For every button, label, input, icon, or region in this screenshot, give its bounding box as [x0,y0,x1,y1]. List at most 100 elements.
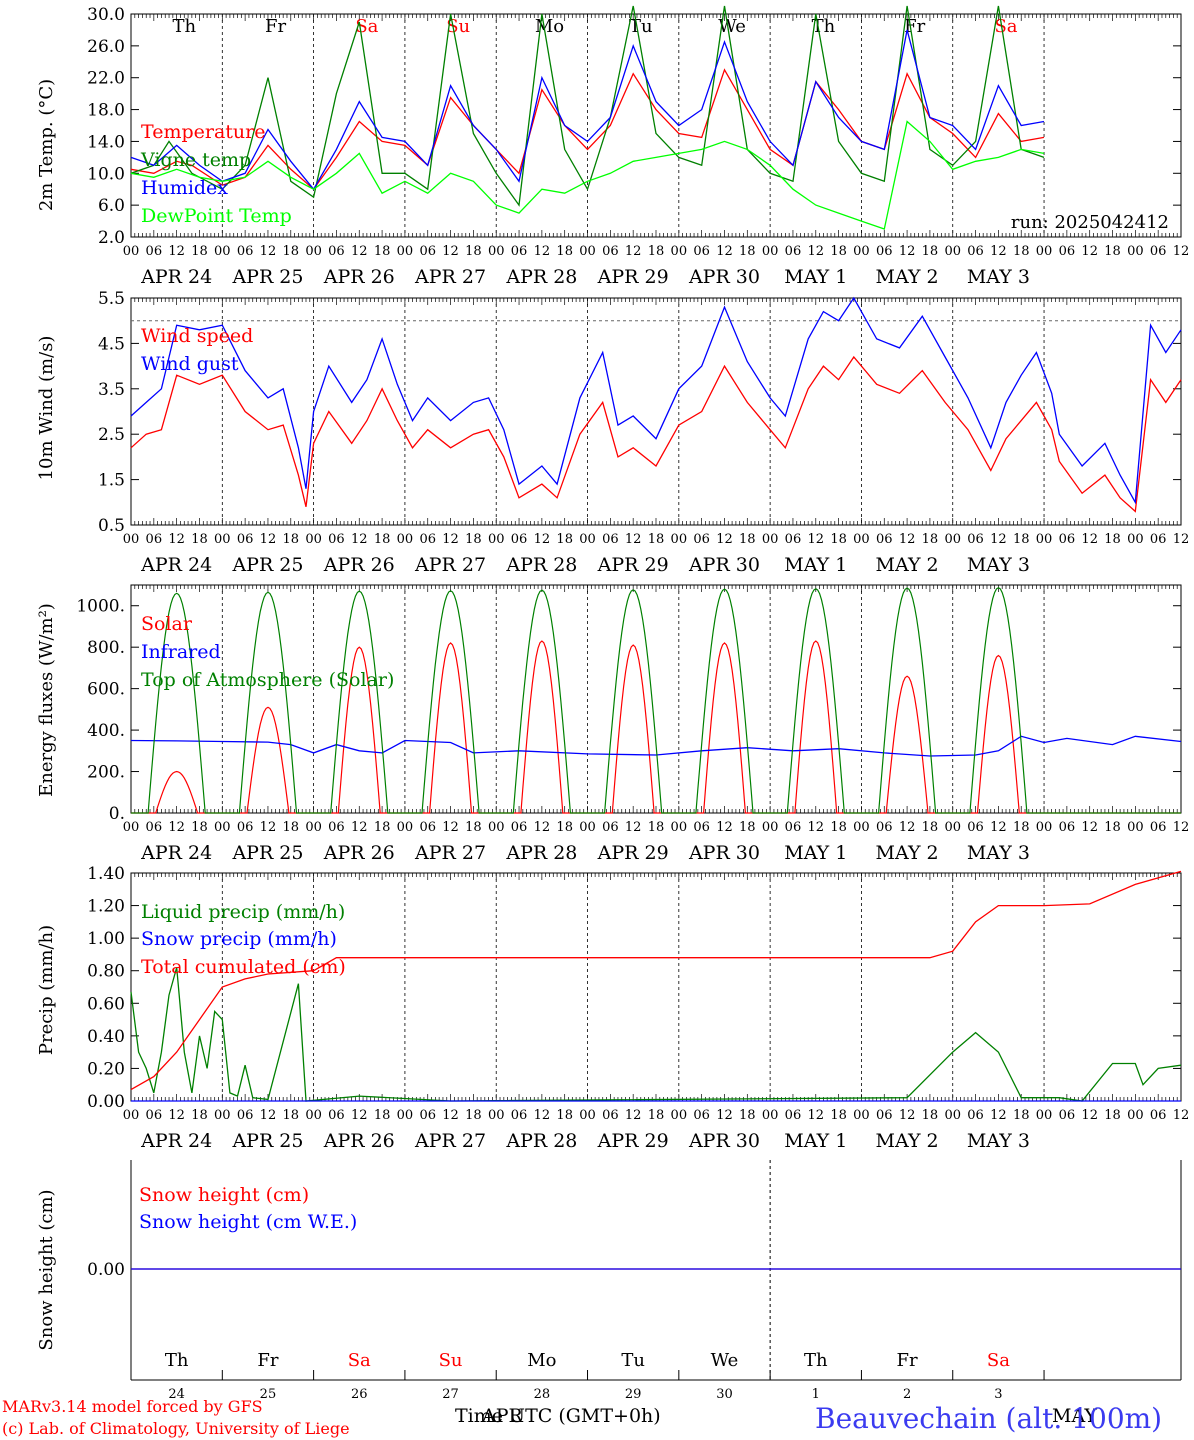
x-hour-label: 06 [1150,820,1167,835]
y-tick-label: 30.0 [87,5,125,25]
legend-label: Vigne temp [140,149,251,171]
weekday-label: Sa [348,1350,371,1371]
x-hour-label: 12 [990,820,1007,835]
x-hour-label: 12 [260,532,277,547]
x-hour-label: 00 [123,820,140,835]
x-hour-label: 06 [511,820,528,835]
x-hour-label: 18 [283,820,300,835]
x-hour-label: 12 [534,820,551,835]
date-label: APR 24 [140,266,212,288]
weekday-label: Fr [904,16,925,37]
x-hour-label: 06 [967,1108,984,1123]
legend-label: Snow height (cm) [139,1184,309,1206]
day-number: 27 [442,1387,459,1402]
date-label: APR 26 [323,554,395,576]
series-infrared [130,735,1182,757]
y-tick-label: 1.5 [98,471,125,491]
x-hour-label: 00 [671,1108,688,1123]
x-hour-label: 06 [1150,532,1167,547]
station-name: Beauvechain (alt. 100m) [815,1402,1163,1435]
y-tick-label: 26.0 [87,37,125,57]
x-hour-label: 12 [260,244,277,259]
panel-frame [130,584,1182,814]
x-hour-label: 06 [1059,244,1076,259]
date-label: APR 29 [597,1130,669,1152]
x-hour-label: 00 [305,532,322,547]
x-hour-label: 00 [762,820,779,835]
x-hour-label: 18 [465,820,482,835]
weekday-label: Su [439,1350,463,1371]
weekday-label: We [711,1350,739,1371]
x-hour-label: 00 [579,820,596,835]
legend-label: Snow height (cm W.E.) [139,1211,357,1233]
y-tick-label: 6.0 [98,196,125,216]
y-tick-label: 0.60 [87,994,125,1014]
legend-label: Solar [141,613,193,635]
x-hour-label: 18 [374,244,391,259]
x-hour-label: 06 [693,820,710,835]
x-hour-label: 00 [305,1108,322,1123]
date-label: MAY 3 [967,842,1030,864]
series-wind-speed [130,355,1182,513]
weekday-label: Sa [987,1350,1010,1371]
weekday-label: Tu [629,16,653,37]
x-hour-label: 06 [693,532,710,547]
x-hour-label: 18 [830,244,847,259]
date-label: APR 27 [414,842,486,864]
date-label: APR 30 [688,1130,760,1152]
date-label: APR 25 [231,1130,303,1152]
x-hour-label: 18 [830,820,847,835]
x-hour-label: 18 [1104,244,1121,259]
x-hour-label: 18 [465,532,482,547]
x-hour-label: 06 [876,244,893,259]
x-hour-label: 18 [830,1108,847,1123]
x-hour-label: 12 [442,1108,459,1123]
weekday-label: Th [165,1350,189,1371]
y-tick-label: 0.20 [87,1059,125,1079]
day-number: 24 [168,1387,185,1402]
x-hour-label: 00 [123,244,140,259]
date-label: MAY 1 [784,266,847,288]
x-hour-label: 18 [283,244,300,259]
series-top-of-atmosphere-solar- [131,586,1181,814]
x-hour-label: 06 [785,244,802,259]
x-hour-label: 12 [534,532,551,547]
date-label: APR 27 [414,266,486,288]
weekday-label: Mo [535,16,564,37]
x-hour-label: 12 [1173,244,1190,259]
y-tick-label: 1.20 [87,897,125,917]
legend-label: Snow precip (mm/h) [141,928,337,950]
date-label: APR 25 [231,554,303,576]
y-tick-label: 0.00 [87,1260,125,1280]
x-hour-label: 00 [853,532,870,547]
x-hour-label: 00 [853,244,870,259]
y-tick-label: 22.0 [87,69,125,89]
weekday-label: Th [172,16,196,37]
x-hour-label: 06 [785,1108,802,1123]
x-hour-label: 00 [671,820,688,835]
x-hour-label: 18 [374,820,391,835]
series-wind-gust [130,296,1182,505]
date-label: MAY 3 [967,554,1030,576]
x-hour-label: 06 [967,532,984,547]
x-hour-label: 06 [419,244,436,259]
date-label: MAY 1 [784,554,847,576]
x-hour-label: 06 [328,820,345,835]
x-hour-label: 00 [579,244,596,259]
x-hour-label: 18 [1013,1108,1030,1123]
x-hour-label: 00 [397,244,414,259]
x-hour-label: 18 [374,1108,391,1123]
date-label: APR 24 [140,554,212,576]
date-label: APR 29 [597,266,669,288]
x-hour-label: 00 [214,532,231,547]
x-hour-label: 12 [625,820,642,835]
x-hour-label: 06 [419,820,436,835]
x-hour-label: 06 [237,820,254,835]
x-hour-label: 12 [716,532,733,547]
x-hour-label: 06 [1059,532,1076,547]
x-hour-label: 18 [283,532,300,547]
date-label: APR 29 [597,554,669,576]
y-tick-label: 10.0 [87,164,125,184]
y-tick-label: 0.00 [87,1092,125,1112]
